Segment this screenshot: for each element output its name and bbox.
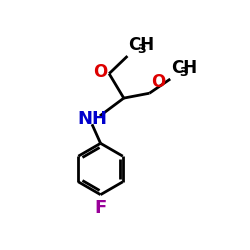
Text: O: O <box>151 73 165 91</box>
Text: NH: NH <box>77 110 107 128</box>
Text: CH: CH <box>128 36 154 54</box>
Text: 3: 3 <box>137 42 145 56</box>
Text: O: O <box>93 64 107 82</box>
Text: CH: CH <box>171 58 197 76</box>
Text: F: F <box>94 199 107 217</box>
Text: 3: 3 <box>180 66 188 78</box>
